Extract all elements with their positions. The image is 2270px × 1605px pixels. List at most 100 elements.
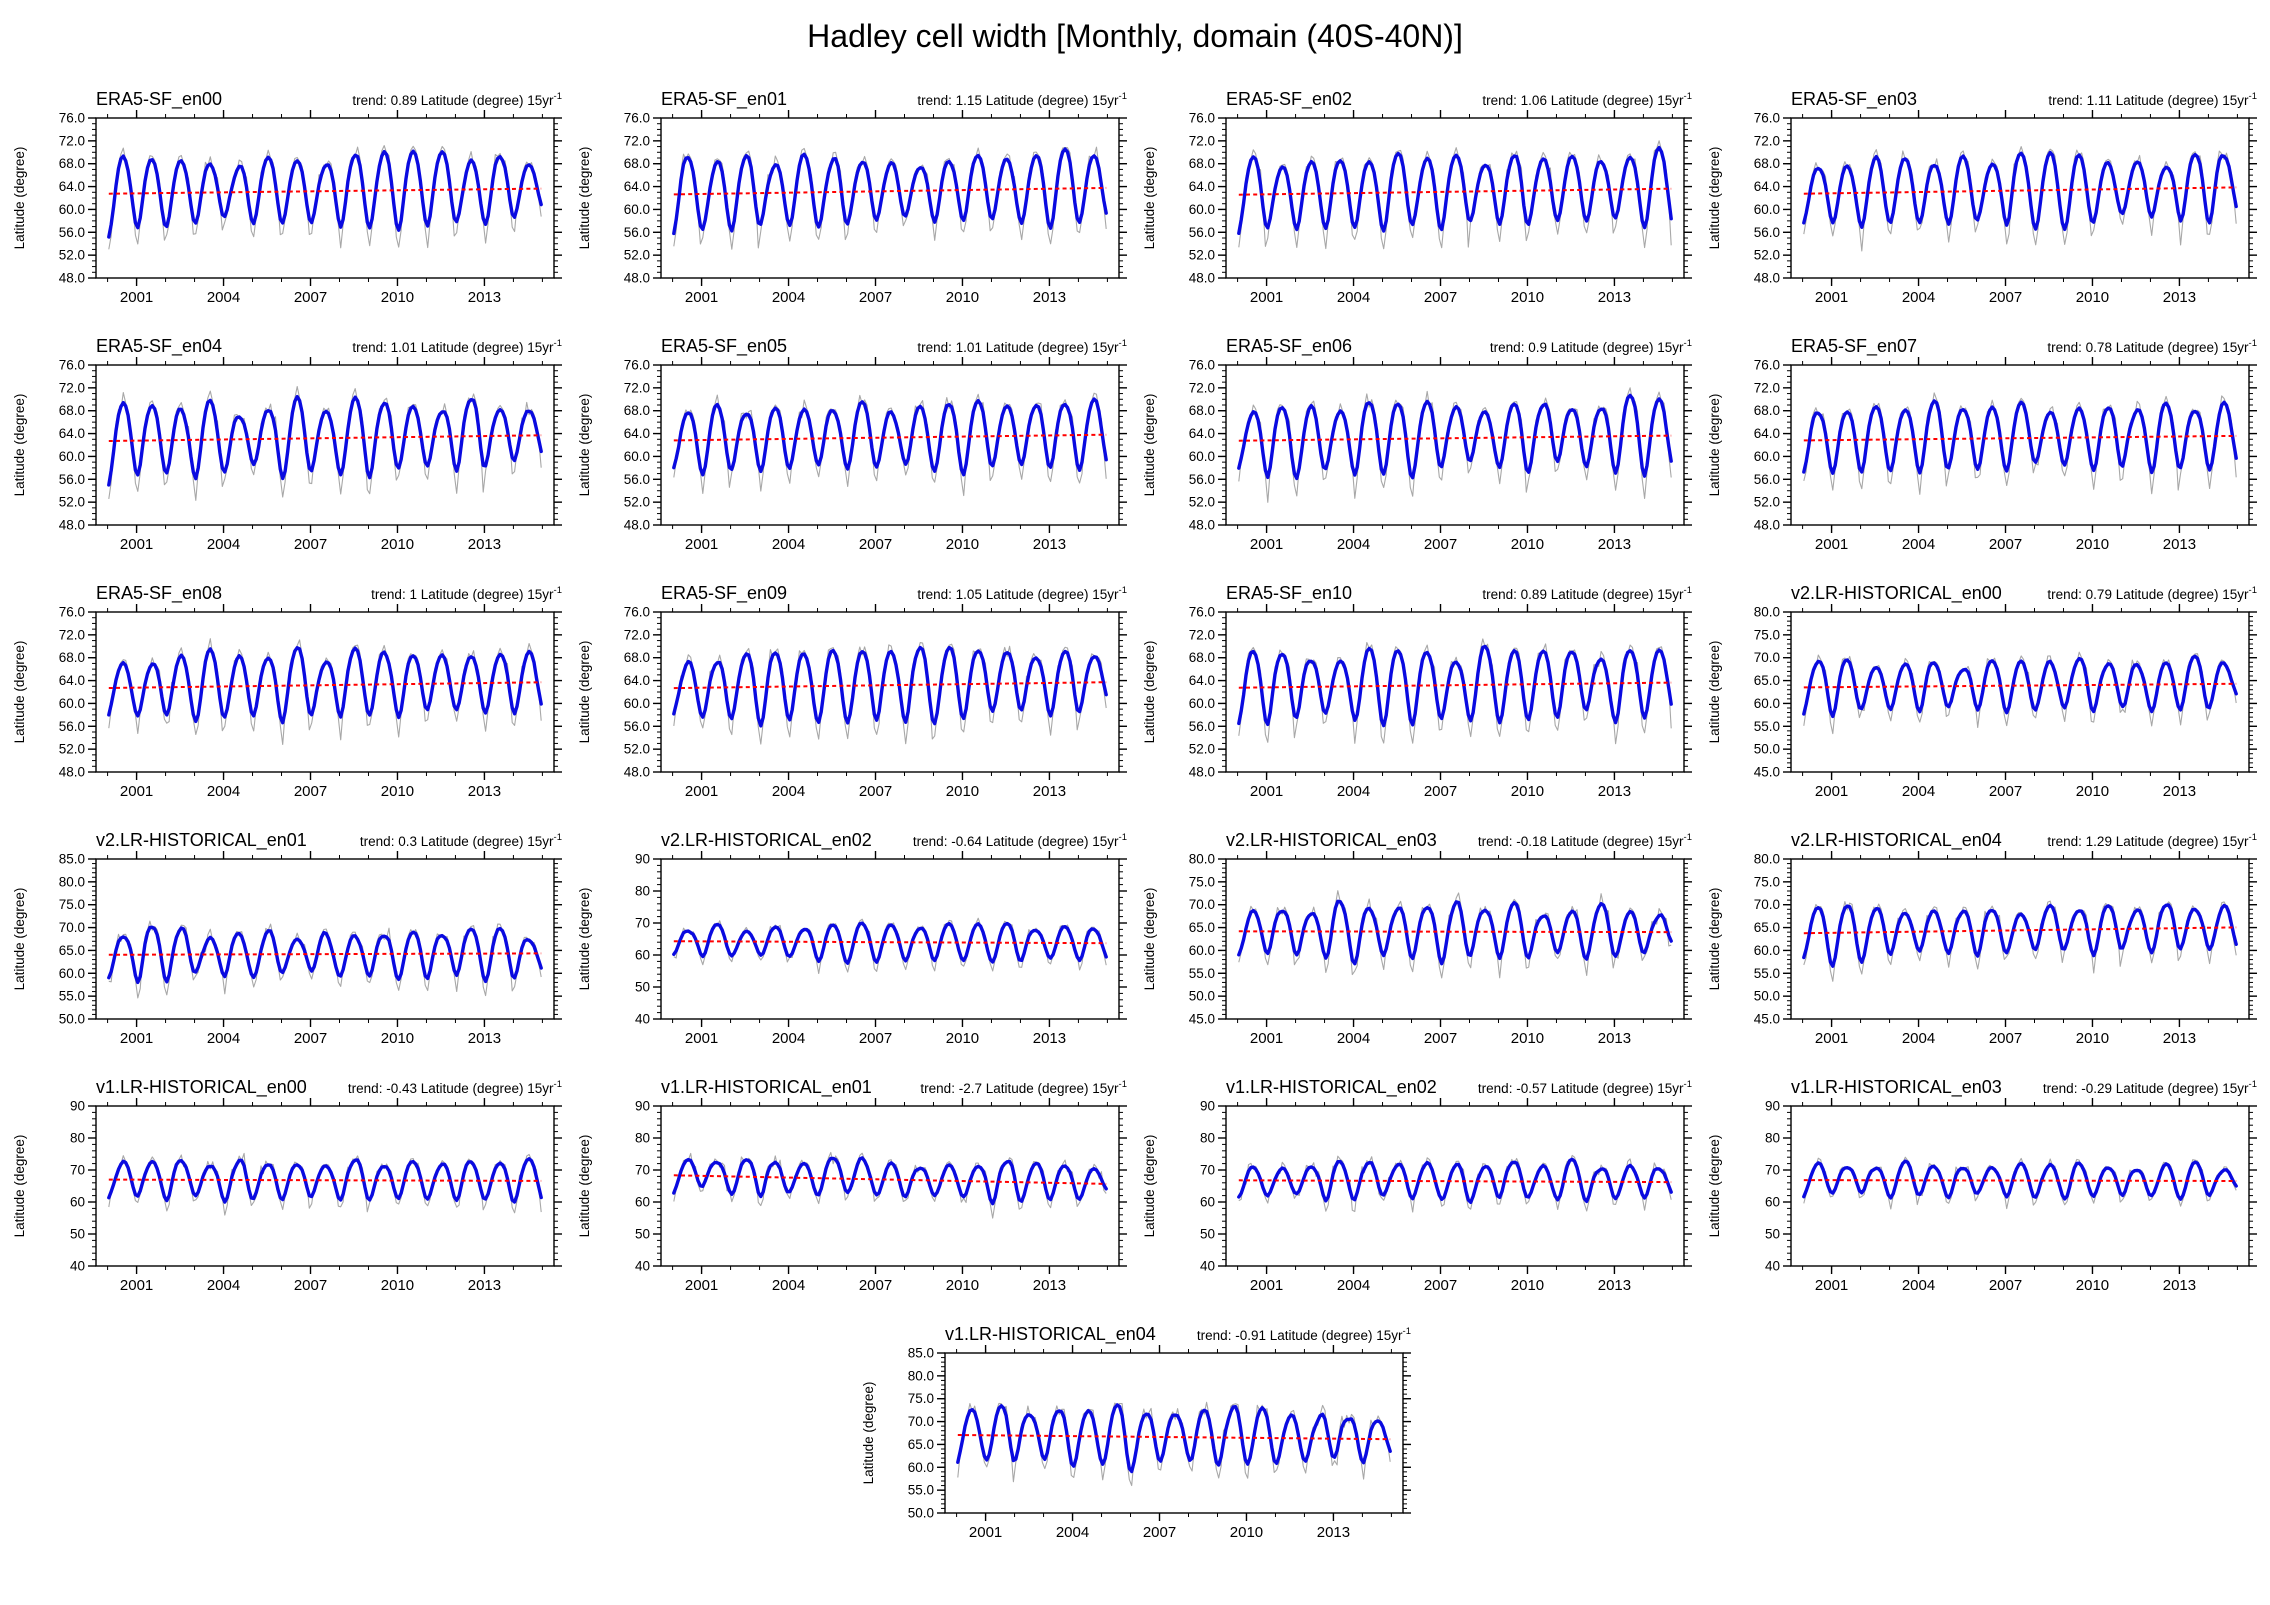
y-tick-label: 70 [1765,1163,1780,1178]
plot-frame [95,1105,555,1267]
x-tick-label: 2007 [1989,1030,2022,1047]
y-axis-label: Latitude (degree) [12,888,27,991]
y-tick-label: 52.0 [1754,248,1780,263]
x-tick-label: 2007 [859,1277,892,1294]
y-axis-label: Latitude (degree) [577,394,592,497]
panel-ERA5-SF_en04: 48.0 52.0 56.0 60.0 64.0 68.0 72.0 76.0 2001 2004… [4,329,569,576]
panel-title: v1.LR-HISTORICAL_en04 [945,1324,1156,1345]
y-tick-label: 56.0 [1189,719,1215,734]
y-tick-label: 68.0 [1754,156,1780,171]
trend-line [1803,1179,2237,1182]
y-tick-label: 65.0 [1754,673,1780,688]
y-tick-label: 80 [635,884,650,899]
panel-title: ERA5-SF_en09 [661,583,787,604]
x-tick-label: 2013 [468,1030,501,1047]
trend-line [1238,1179,1672,1184]
y-tick-label: 40 [635,1259,650,1274]
trend-line [1803,926,2237,935]
panel-title: v2.LR-HISTORICAL_en01 [96,830,307,851]
y-tick-label: 55.0 [1754,719,1780,734]
y-tick-label: 48.0 [59,765,85,780]
y-tick-label: 60.0 [1189,202,1215,217]
x-tick-label: 2013 [1598,289,1631,306]
y-tick-label: 55.0 [1754,966,1780,981]
smoothed-series-line [672,1156,1108,1206]
panel-ERA5-SF_en07: 48.0 52.0 56.0 60.0 64.0 68.0 72.0 76.0 2001 2004… [1699,329,2264,576]
x-tick-label: 2007 [859,289,892,306]
x-tick-label: 2007 [1424,1277,1457,1294]
panel-v1.LR-HISTORICAL_en00: 40 50 60 70 80 90 2001 2004 2007 2010 2013 v1.LR-HI… [4,1070,569,1317]
y-axis-label: Latitude (degree) [1707,888,1722,991]
y-axis-label: Latitude (degree) [1707,1135,1722,1238]
raw-series-line [108,386,542,501]
y-tick-label: 40 [1765,1259,1780,1274]
plot-frame [1225,858,1685,1020]
trend-label: trend: -0.18 Latitude (degree) 15yr-1 [1478,832,1692,849]
panel-title: ERA5-SF_en08 [96,583,222,604]
y-tick-label: 60.0 [624,202,650,217]
x-tick-label: 2007 [294,1277,327,1294]
y-tick-label: 70 [635,1163,650,1178]
y-tick-label: 80 [1200,1131,1215,1146]
panel-plot: 40 50 60 70 80 90 2001 2004 2007 2010 2013 v2.LR-HI… [577,830,1127,1047]
y-tick-label: 72.0 [624,133,650,148]
y-tick-label: 45.0 [1189,1012,1215,1027]
x-tick-label: 2007 [1989,536,2022,553]
panel-title: ERA5-SF_en03 [1791,89,1917,110]
x-tick-label: 2013 [1033,783,1066,800]
y-tick-label: 60.0 [1189,696,1215,711]
y-tick-label: 76.0 [59,111,85,126]
plot-frame [1790,611,2250,773]
smoothed-series-line [1802,150,2238,232]
y-tick-label: 60.0 [59,966,85,981]
trend-label: trend: -0.64 Latitude (degree) 15yr-1 [913,832,1127,849]
plot-frame [1225,117,1685,279]
y-tick-label: 48.0 [1189,518,1215,533]
y-tick-label: 60.0 [1189,449,1215,464]
y-tick-label: 45.0 [1754,765,1780,780]
smoothed-series-line [1802,654,2238,719]
y-tick-label: 56.0 [1754,472,1780,487]
trend-line [1803,682,2237,689]
raw-series-line [673,392,1107,497]
y-tick-label: 75.0 [59,897,85,912]
panel-plot: 40 50 60 70 80 90 2001 2004 2007 2010 2013 v1.LR-HI… [577,1077,1127,1294]
x-tick-label: 2004 [1337,536,1370,553]
panel-v2.LR-HISTORICAL_en01: 50.0 55.0 60.0 65.0 70.0 75.0 80.0 85.0 2001 2004… [4,823,569,1070]
y-tick-label: 85.0 [59,852,85,867]
panel-ERA5-SF_en00: 48.0 52.0 56.0 60.0 64.0 68.0 72.0 76.0 2001 2004… [4,82,569,329]
x-tick-label: 2010 [946,536,979,553]
x-tick-label: 2001 [968,1524,1001,1541]
y-tick-label: 80 [70,1131,85,1146]
trend-line [673,940,1107,945]
smoothed-series-line [1237,644,1673,728]
x-tick-label: 2004 [1902,289,1935,306]
y-tick-label: 40 [635,1012,650,1027]
y-tick-label: 60.0 [624,449,650,464]
smoothed-series-line [1802,1159,2238,1201]
x-tick-label: 2010 [2076,289,2109,306]
y-tick-label: 76.0 [624,111,650,126]
y-tick-label: 65.0 [59,943,85,958]
trend-line [108,434,542,442]
smoothed-series-line [107,394,543,487]
panel-ERA5-SF_en08: 48.0 52.0 56.0 60.0 64.0 68.0 72.0 76.0 2001 2004… [4,576,569,823]
x-tick-label: 2004 [207,289,240,306]
y-tick-label: 52.0 [59,742,85,757]
panel-ERA5-SF_en03: 48.0 52.0 56.0 60.0 64.0 68.0 72.0 76.0 2001 2004… [1699,82,2264,329]
panel-v2.LR-HISTORICAL_en02: 40 50 60 70 80 90 2001 2004 2007 2010 2013 v2.LR-HI… [569,823,1134,1070]
y-tick-label: 68.0 [624,156,650,171]
trend-label: trend: 1.06 Latitude (degree) 15yr-1 [1482,91,1692,108]
smoothed-series-line [672,645,1108,728]
x-tick-label: 2001 [120,783,153,800]
smoothed-series-line [107,149,543,239]
panel-title: ERA5-SF_en10 [1226,583,1352,604]
y-tick-label: 64.0 [59,426,85,441]
panel-row: 48.0 52.0 56.0 60.0 64.0 68.0 72.0 76.0 2001 2004… [4,576,2266,823]
y-tick-label: 48.0 [1189,271,1215,286]
x-tick-label: 2013 [1033,1030,1066,1047]
plot-frame [95,858,555,1020]
y-tick-label: 50 [635,1227,650,1242]
x-tick-label: 2010 [1511,1030,1544,1047]
x-tick-label: 2004 [207,783,240,800]
